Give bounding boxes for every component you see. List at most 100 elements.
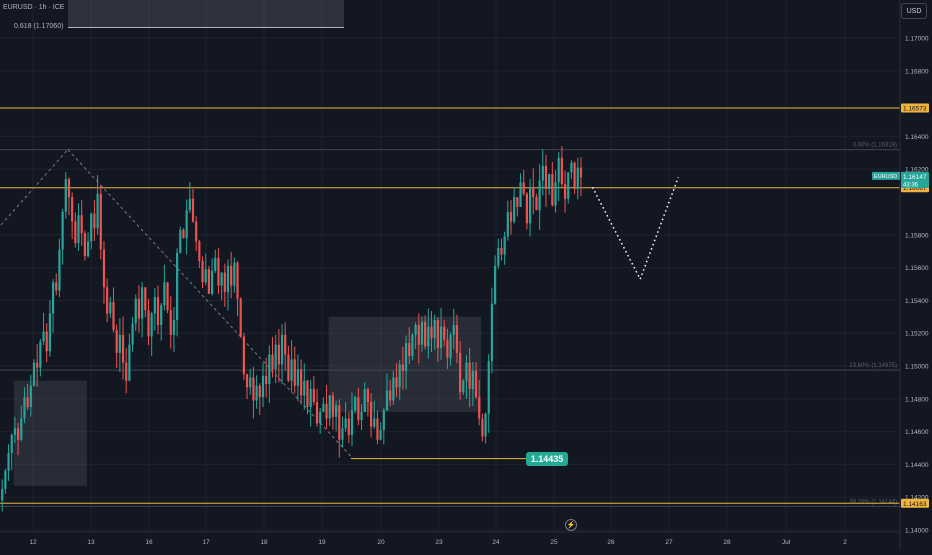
candle-body xyxy=(29,385,32,407)
zone-rectangle[interactable] xyxy=(13,380,87,486)
candle-body xyxy=(106,287,109,314)
candle-body xyxy=(497,247,500,266)
candle-body xyxy=(509,211,513,222)
candle-body xyxy=(10,434,13,453)
candle-body xyxy=(55,282,58,291)
candle-body xyxy=(121,334,125,363)
candle-body xyxy=(503,236,506,255)
time-tick-label: 19 xyxy=(318,539,326,546)
candle-body xyxy=(236,262,239,299)
candle-body xyxy=(195,221,198,242)
lightning-icon[interactable]: ⚡ xyxy=(565,519,577,531)
time-tick-label: 20 xyxy=(377,539,385,546)
time-tick-label: 25 xyxy=(550,539,558,546)
currency-button[interactable]: USD xyxy=(901,3,927,19)
price-tick-label: 1.17000 xyxy=(905,36,929,43)
candle-body xyxy=(93,213,96,229)
level-price-tag-label: 1.16087 xyxy=(903,185,927,192)
candle-body xyxy=(67,179,71,198)
candle-body xyxy=(290,359,293,381)
candle-body xyxy=(350,410,354,435)
candle-body xyxy=(315,402,319,424)
candle-body xyxy=(242,336,245,375)
time-tick-label: Jul xyxy=(782,539,791,546)
candle-body xyxy=(156,297,160,325)
trend-line[interactable] xyxy=(0,149,69,226)
price-tick-label: 1.16400 xyxy=(905,134,929,141)
countdown-label: 43:36 xyxy=(903,182,919,188)
candle-body xyxy=(373,418,376,427)
candle-body xyxy=(449,334,452,358)
candle-body xyxy=(528,187,532,224)
time-tick-label: 16 xyxy=(145,539,153,546)
candle-body xyxy=(233,262,236,286)
candle-body xyxy=(150,313,153,337)
price-tick-label: 1.14800 xyxy=(905,396,929,403)
candle-body xyxy=(176,252,179,321)
candle-body xyxy=(468,362,471,389)
price-tick-label: 1.14600 xyxy=(905,429,929,436)
candle-body xyxy=(1,489,4,501)
candle-body xyxy=(557,157,560,183)
candle-body xyxy=(13,428,17,435)
candle-body xyxy=(115,329,118,353)
candle-body xyxy=(494,265,497,304)
candle-body xyxy=(335,405,338,417)
candle-body xyxy=(166,282,169,311)
candle-body xyxy=(207,269,210,294)
time-tick-label: 26 xyxy=(607,539,615,546)
candle-body xyxy=(322,403,325,412)
candle-body xyxy=(86,241,90,257)
candle-body xyxy=(23,397,26,419)
candle-body xyxy=(341,428,344,440)
candle-body xyxy=(280,334,284,365)
candle-body xyxy=(455,325,459,353)
candle-body xyxy=(268,354,271,385)
current-price-label: 1.16147 xyxy=(903,174,927,181)
candle-body xyxy=(474,370,478,398)
time-tick-label: 27 xyxy=(665,539,673,546)
candle-body xyxy=(255,385,258,401)
candle-body xyxy=(481,418,484,437)
current-symbol-tag xyxy=(872,171,900,180)
candle-body xyxy=(217,257,220,286)
candle-body xyxy=(239,298,242,337)
fib-retracement-zone[interactable] xyxy=(68,0,344,28)
candle-body xyxy=(42,331,45,342)
candle-body xyxy=(226,265,230,293)
candle-body xyxy=(153,297,156,314)
candle-body xyxy=(319,411,322,424)
candle-body xyxy=(51,282,55,314)
projection-path[interactable] xyxy=(591,177,680,281)
candle-body xyxy=(420,321,424,345)
candle-body xyxy=(112,302,115,330)
candle-body xyxy=(487,361,490,414)
candle-body xyxy=(141,287,144,319)
candle-body xyxy=(554,182,557,206)
candle-body xyxy=(160,305,163,325)
price-tick-label: 1.14000 xyxy=(905,528,929,535)
candle-body xyxy=(48,313,51,352)
candle-body xyxy=(271,354,274,370)
candle-body xyxy=(551,174,554,206)
candle-body xyxy=(417,325,420,345)
candle-body xyxy=(284,334,287,355)
candle-body xyxy=(516,197,519,207)
candle-body xyxy=(560,157,563,184)
candle-body xyxy=(408,343,411,357)
candle-body xyxy=(379,429,382,440)
candle-body xyxy=(459,352,462,393)
candle-body xyxy=(411,334,414,357)
candle-body xyxy=(392,377,395,401)
candle-body xyxy=(4,470,7,489)
time-tick-label: 2 xyxy=(843,539,847,546)
level-price-tag xyxy=(901,498,929,508)
candle-body xyxy=(414,325,417,335)
candle-body xyxy=(532,187,535,198)
zone-rectangle[interactable] xyxy=(328,316,482,412)
candle-body xyxy=(471,370,474,389)
fib-level-label: 38.20% (1.14144) xyxy=(849,499,897,505)
candle-body xyxy=(513,197,516,222)
